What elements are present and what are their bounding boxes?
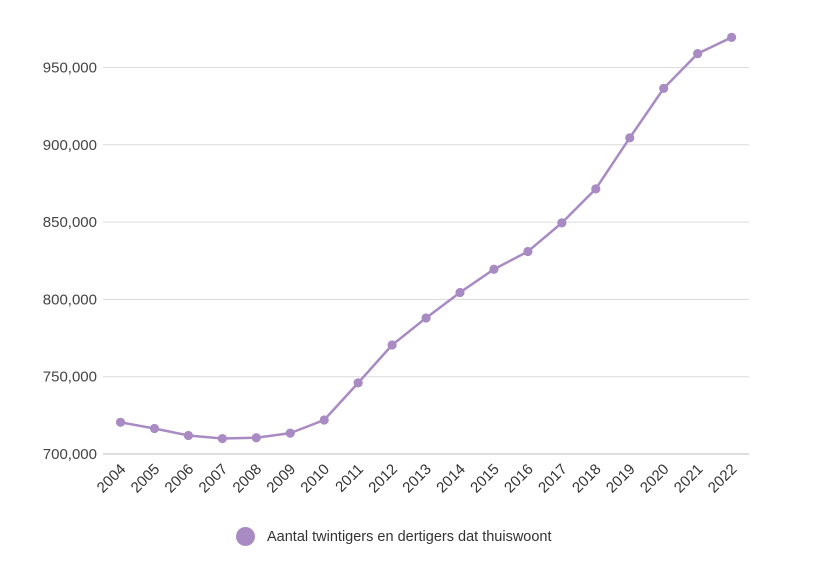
y-tick-label: 800,000: [43, 291, 97, 308]
x-tick-label: 2005: [128, 461, 164, 497]
x-tick-label: 2022: [705, 461, 741, 497]
data-point[interactable]: [489, 264, 499, 274]
x-tick-label: 2021: [671, 461, 707, 497]
legend[interactable]: Aantal twintigers en dertigers dat thuis…: [236, 527, 552, 546]
data-point[interactable]: [115, 417, 126, 427]
legend-label: Aantal twintigers en dertigers dat thuis…: [267, 528, 552, 545]
series-line: [120, 36, 733, 440]
data-point[interactable]: [727, 32, 737, 42]
y-tick-label: 900,000: [43, 137, 97, 154]
y-tick-label: 700,000: [43, 446, 97, 463]
data-point[interactable]: [625, 133, 635, 143]
data-point[interactable]: [591, 184, 601, 194]
x-tick-label: 2012: [365, 461, 401, 497]
y-tick-label: 750,000: [43, 369, 97, 386]
x-tick-label: 2016: [501, 461, 537, 497]
data-point[interactable]: [319, 415, 329, 425]
x-tick-label: 2017: [535, 461, 571, 497]
data-point[interactable]: [387, 340, 397, 350]
gridlines: [103, 67, 749, 455]
x-tick-label: 2011: [332, 461, 367, 496]
data-point[interactable]: [251, 433, 261, 443]
data-point[interactable]: [421, 313, 431, 323]
series-layer: [115, 32, 737, 444]
x-tick-label: 2010: [297, 461, 333, 497]
x-tick-label: 2013: [399, 461, 435, 497]
data-point[interactable]: [149, 423, 160, 434]
x-tick-label: 2019: [603, 461, 639, 497]
x-tick-label: 2020: [637, 461, 673, 497]
data-point[interactable]: [523, 246, 533, 257]
x-tick-label: 2015: [467, 461, 503, 497]
data-point[interactable]: [557, 218, 567, 228]
x-tick-label: 2018: [569, 461, 605, 497]
y-axis: 700,000 750,000 800,000 850,000 900,000 950,0…: [43, 60, 97, 464]
data-point[interactable]: [285, 428, 295, 438]
y-tick-label: 950,000: [43, 60, 97, 77]
data-point[interactable]: [659, 83, 669, 93]
x-tick-label: 2014: [433, 461, 469, 497]
x-tick-label: 2007: [196, 461, 232, 497]
data-point[interactable]: [183, 430, 193, 441]
y-tick-label: 850,000: [43, 214, 97, 231]
x-tick-label: 2004: [94, 461, 130, 497]
data-point[interactable]: [353, 378, 363, 388]
data-point[interactable]: [217, 433, 227, 444]
data-point[interactable]: [693, 48, 703, 59]
x-tick-label: 2008: [230, 461, 266, 497]
legend-swatch: [236, 527, 255, 546]
x-tick-label: 2009: [263, 461, 299, 497]
data-point[interactable]: [455, 287, 465, 298]
x-tick-label: 2006: [162, 461, 198, 497]
